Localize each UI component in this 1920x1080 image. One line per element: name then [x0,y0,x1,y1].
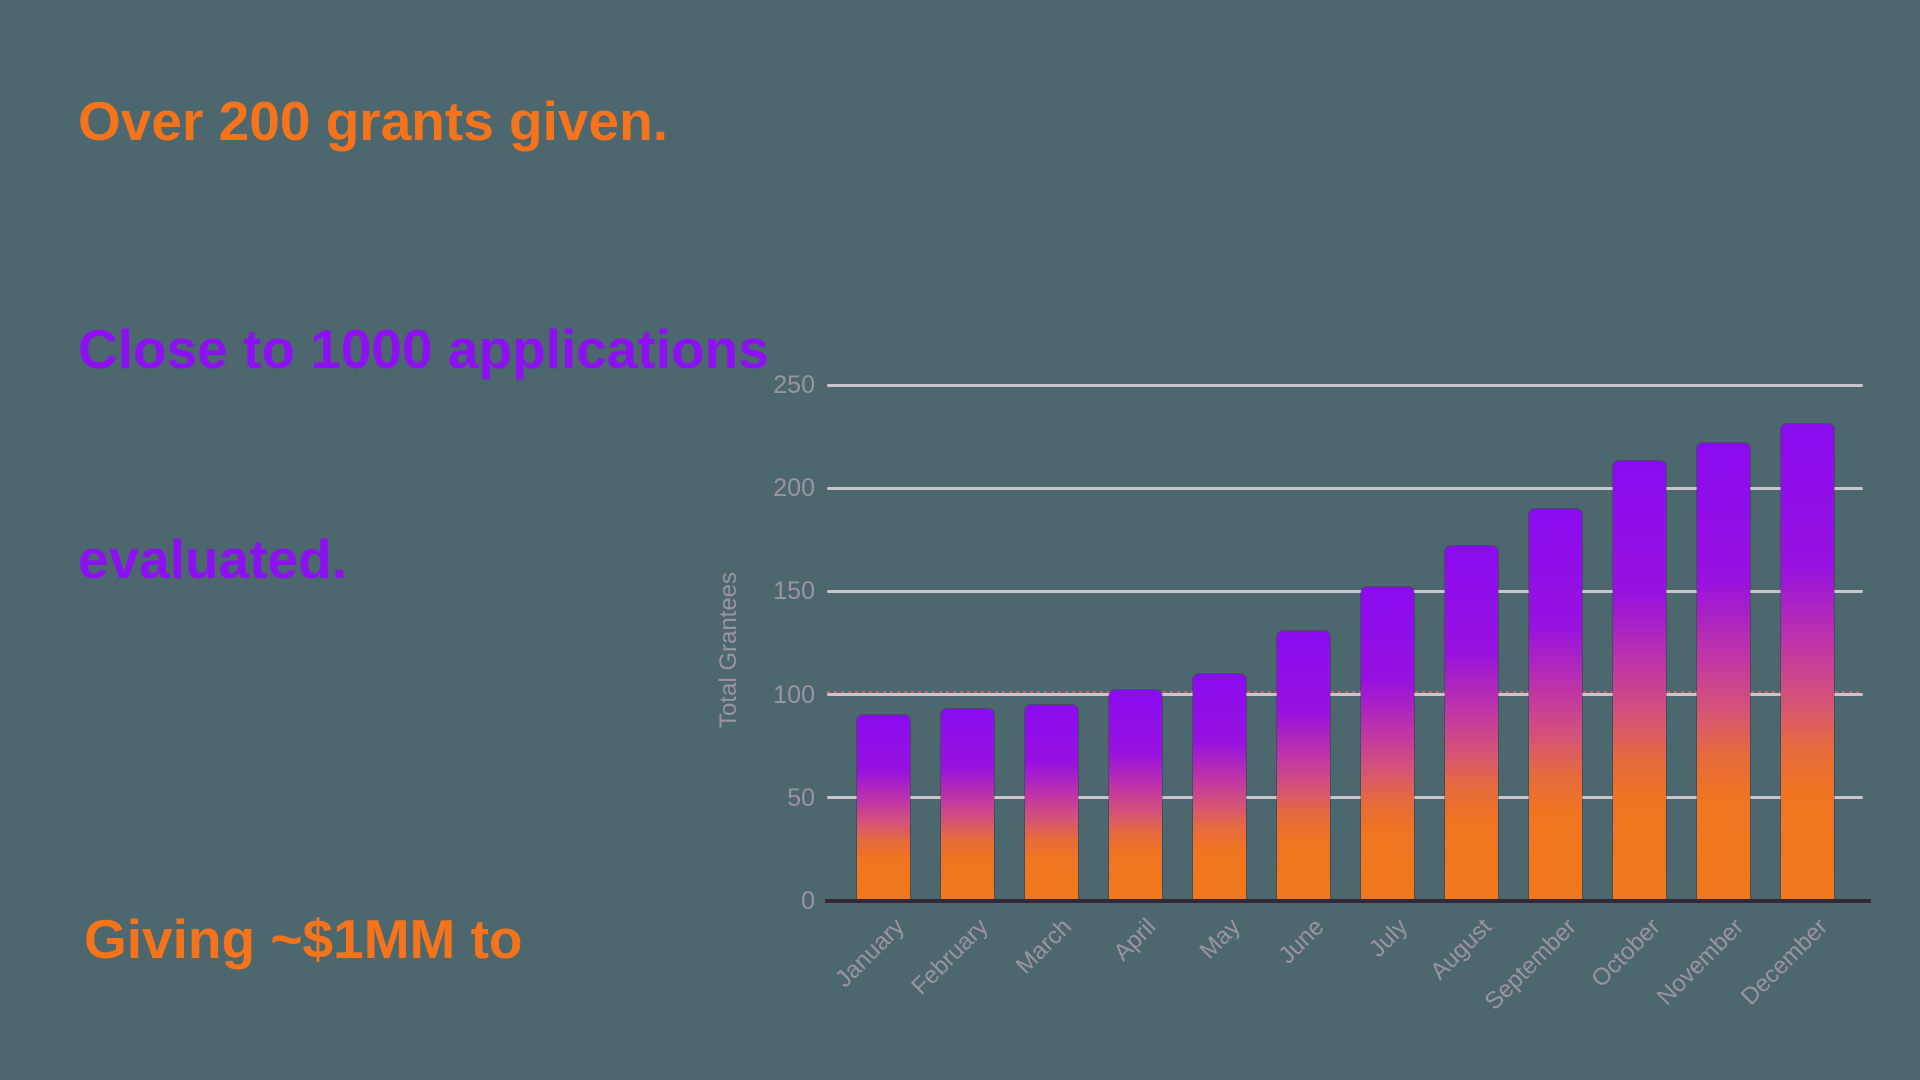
x-label-august: August [1425,913,1498,986]
bar-slot-march [1009,385,1093,901]
bar-slot-august [1429,385,1513,901]
x-label-december: December [1736,913,1834,1011]
y-tick-150: 150 [773,577,815,606]
bar-chart [825,383,1871,903]
gridline-150 [827,589,1863,593]
bar-september [1528,508,1582,901]
bar-october [1612,461,1666,901]
bar-march [1024,704,1078,901]
y-tick-250: 250 [773,371,815,399]
x-label-february: February [906,913,994,1001]
bar-june [1276,630,1330,901]
bar-slot-april [1093,385,1177,901]
bar-december [1780,424,1834,901]
x-label-march: March [1011,913,1078,980]
bar-slot-february [925,385,1009,901]
bar-august [1444,546,1498,901]
bar-january [856,715,910,901]
x-axis-baseline [825,899,1871,903]
x-label-november: November [1652,913,1750,1011]
reference-line-100 [827,690,1863,693]
bar-july [1360,587,1414,901]
bar-november [1696,442,1750,901]
bar-february [940,709,994,901]
headline-grants-given: Over 200 grants given. [78,90,668,152]
y-tick-100: 100 [773,680,815,709]
headline-giving: Giving ~$1MM to free and open-source dev… [84,722,732,1080]
bar-slot-october [1597,385,1681,901]
bars-layer [827,385,1863,901]
bar-slot-september [1513,385,1597,901]
x-label-april: April [1108,913,1162,967]
headline-applications-evaluated: Close to 1000 applications evaluated. [78,174,769,734]
x-label-june: June [1273,913,1330,970]
x-label-january: January [829,913,910,993]
gridline-100 [827,693,1863,697]
gridline-250 [827,383,1863,387]
y-tick-200: 200 [773,474,815,503]
bar-slot-january [841,385,925,901]
gridline-50 [827,796,1863,800]
x-label-july: July [1364,913,1414,963]
bar-slot-may [1177,385,1261,901]
bar-slot-june [1261,385,1345,901]
bar-april [1108,690,1162,901]
y-tick-50: 50 [787,783,815,812]
x-label-may: May [1194,913,1246,965]
headline-applications-line1: Close to 1000 applications [78,318,769,380]
y-tick-0: 0 [801,887,815,915]
bar-slot-july [1345,385,1429,901]
bar-may [1192,673,1246,901]
x-label-october: October [1585,913,1666,993]
headline-applications-line2: evaluated. [78,528,348,590]
headline-giving-line1: Giving ~$1MM to [84,908,523,970]
bar-slot-november [1681,385,1765,901]
bar-slot-december [1765,385,1849,901]
gridline-200 [827,486,1863,490]
